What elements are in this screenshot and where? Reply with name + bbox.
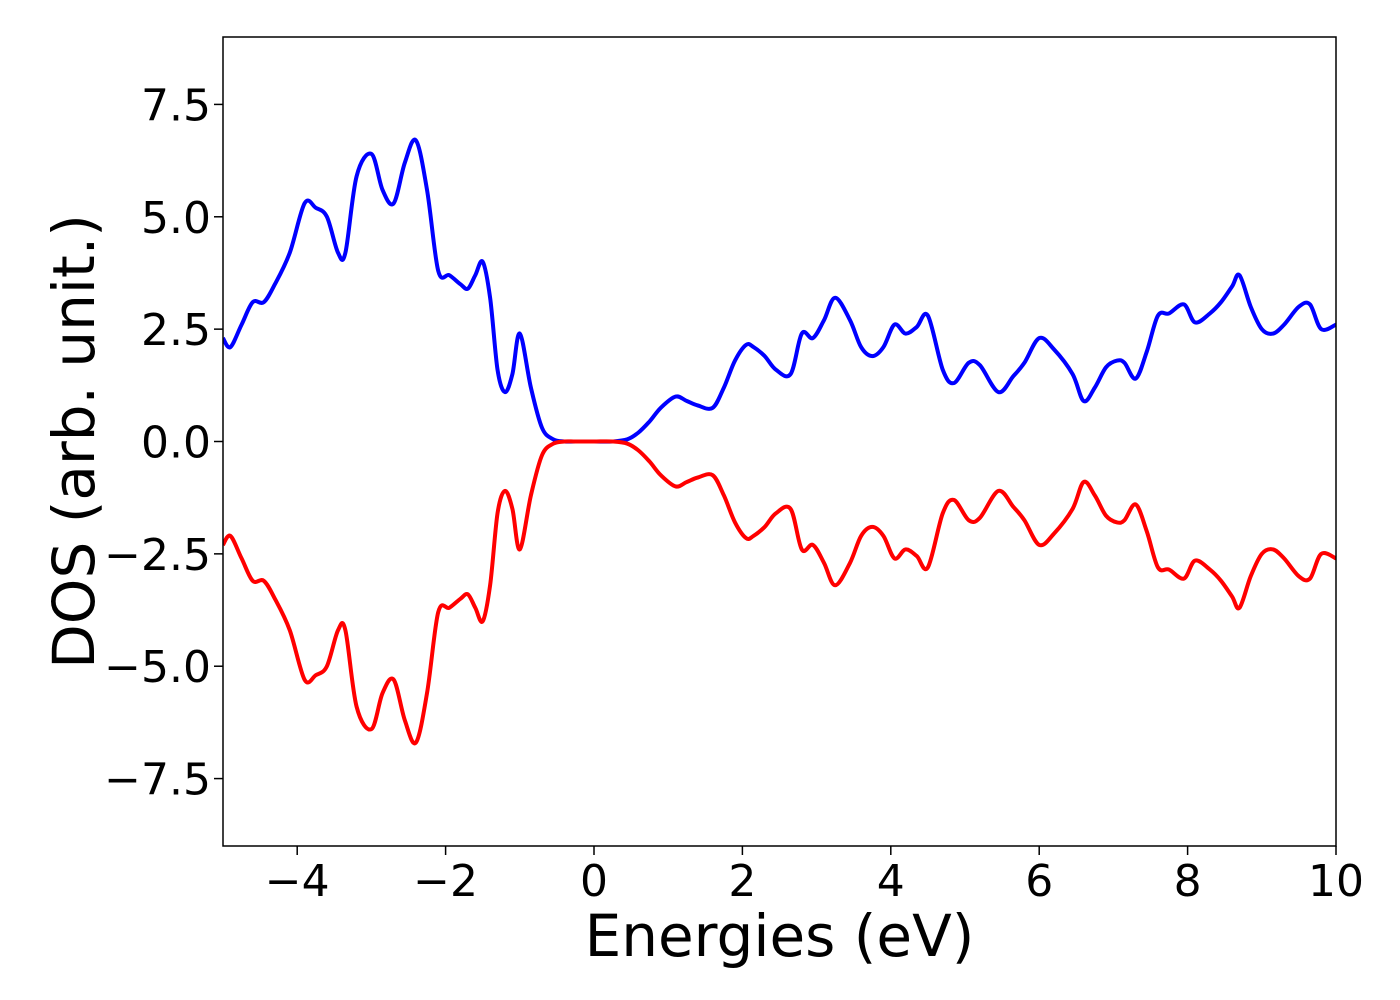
y-tick-label: −2.5 bbox=[104, 530, 211, 581]
y-tick-label: −5.0 bbox=[104, 642, 211, 693]
x-tick-label: 6 bbox=[1025, 856, 1053, 907]
x-tick-label: 2 bbox=[728, 856, 756, 907]
x-tick-label: −2 bbox=[413, 856, 478, 907]
y-tick-label: 0.0 bbox=[141, 418, 211, 469]
y-tick-label: 7.5 bbox=[141, 80, 211, 131]
plot-series bbox=[223, 137, 1336, 746]
y-tick-label: 5.0 bbox=[141, 193, 211, 244]
x-tick-label: 10 bbox=[1308, 856, 1364, 907]
y-axis-ticks: −7.5 −5.0 −2.5 0.0 2.5 5.0 7.5 bbox=[104, 80, 223, 806]
x-tick-label: −4 bbox=[265, 856, 330, 907]
x-tick-label: 8 bbox=[1174, 856, 1202, 907]
x-axis-title: Energies (eV) bbox=[585, 902, 975, 970]
x-tick-label: 0 bbox=[580, 856, 608, 907]
x-axis-ticks: −4 −2 0 2 4 6 8 10 bbox=[265, 846, 1364, 907]
y-axis-title: DOS (arb. unit.) bbox=[40, 214, 108, 669]
x-tick-label: 4 bbox=[877, 856, 905, 907]
y-tick-label: 2.5 bbox=[141, 305, 211, 356]
series-line-2 bbox=[223, 439, 1336, 746]
y-tick-label: −7.5 bbox=[104, 755, 211, 806]
series-line-1 bbox=[223, 137, 1336, 444]
